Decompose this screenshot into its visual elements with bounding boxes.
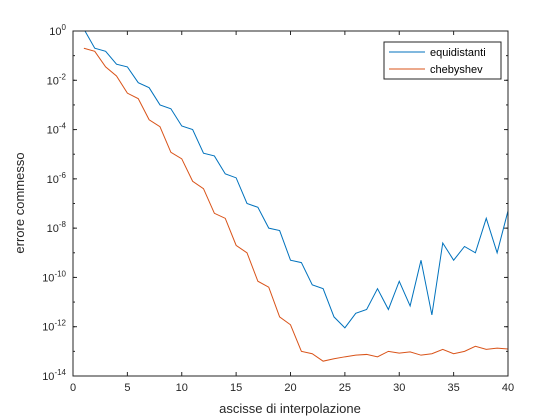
y-tick-label: 10-12 xyxy=(42,319,66,334)
x-tick-label: 20 xyxy=(284,382,296,394)
x-tick-label: 25 xyxy=(339,382,351,394)
series-layer xyxy=(83,31,508,362)
series-line-equidistanti xyxy=(84,31,508,329)
legend-box xyxy=(383,41,502,80)
legend-label-equidistanti: equidistanti xyxy=(430,47,486,59)
x-tick-label: 30 xyxy=(393,382,405,394)
x-tick-label: 35 xyxy=(448,382,460,394)
y-ticks: 100 10-2 10-4 10-6 10-8 10-10 10-12 10-14 xyxy=(42,23,508,383)
x-tick-label: 5 xyxy=(124,382,130,394)
x-tick-label: 0 xyxy=(70,382,76,394)
x-ticks: 0 5 10 15 20 25 30 35 40 xyxy=(70,31,514,394)
y-tick-label: 10-4 xyxy=(47,122,67,137)
x-axis-label: ascisse di interpolazione xyxy=(219,401,361,416)
y-tick-label: 100 xyxy=(49,23,66,38)
legend: equidistanti chebyshev xyxy=(383,41,502,80)
y-tick-label: 10-2 xyxy=(47,72,67,87)
y-tick-label: 10-6 xyxy=(47,171,67,186)
series-line-chebyshev xyxy=(83,47,508,362)
x-tick-label: 10 xyxy=(176,382,188,394)
y-tick-label: 10-10 xyxy=(42,269,66,284)
x-tick-label: 40 xyxy=(502,382,514,394)
y-axis-label: errore commesso xyxy=(12,152,27,253)
y-tick-label: 10-8 xyxy=(47,220,67,235)
legend-label-chebyshev: chebyshev xyxy=(430,64,483,76)
y-tick-label: 10-14 xyxy=(42,368,66,383)
plot-area xyxy=(73,31,508,376)
x-tick-label: 15 xyxy=(230,382,242,394)
